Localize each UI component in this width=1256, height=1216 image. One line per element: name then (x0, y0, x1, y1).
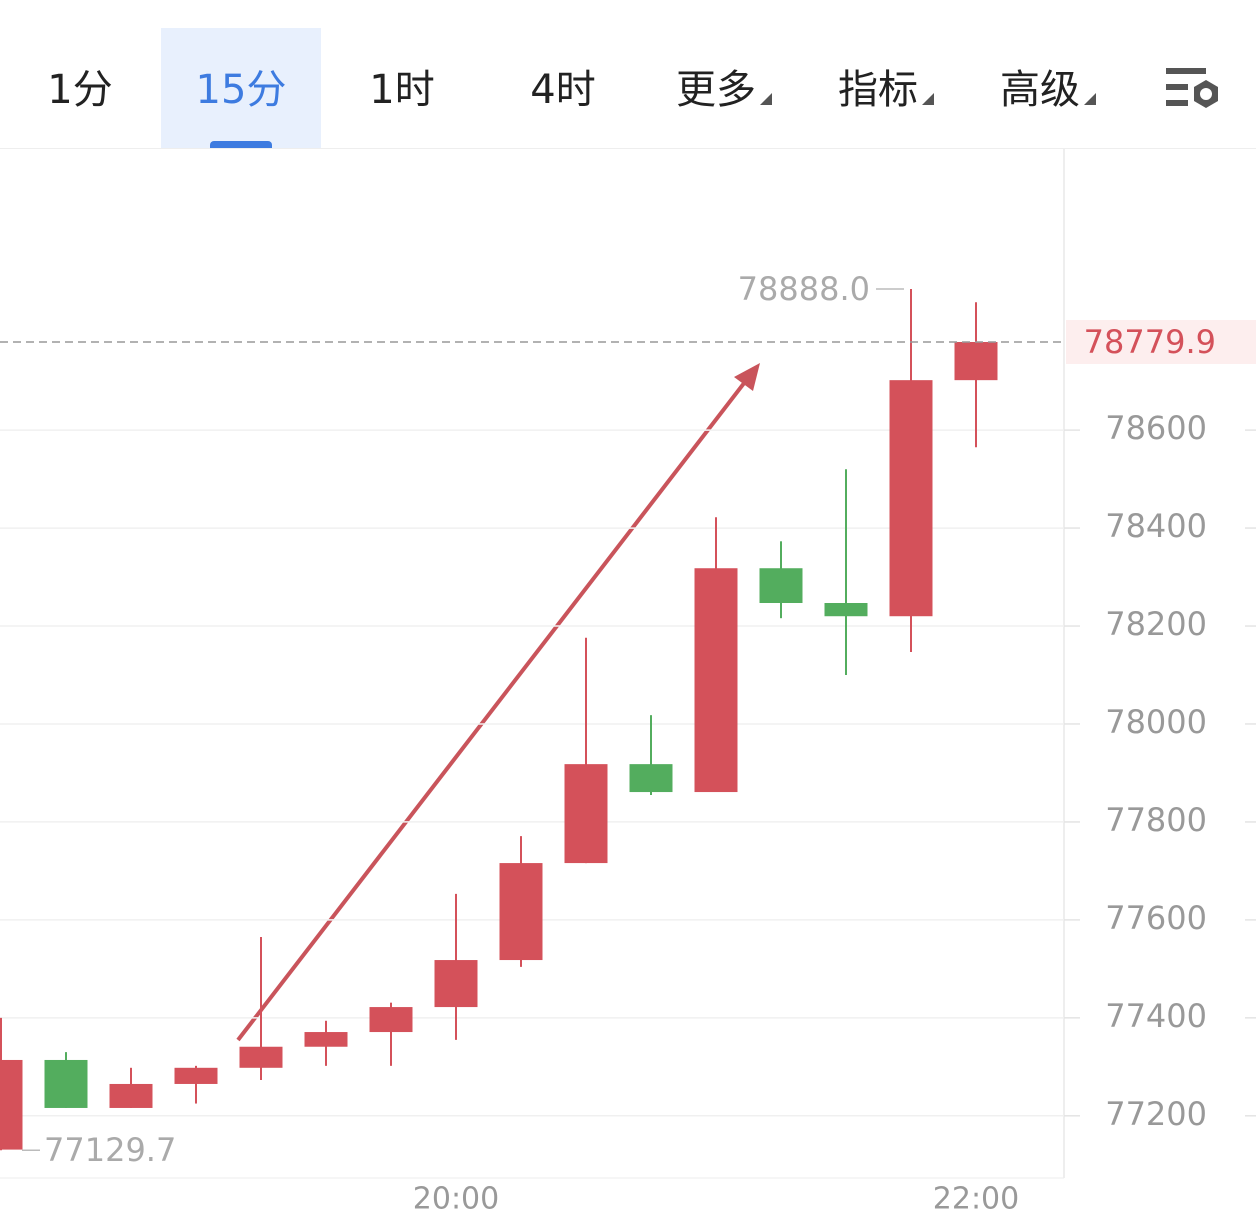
tab[interactable]: 高级 (968, 28, 1128, 148)
candle-body (694, 568, 738, 793)
candle-body (954, 342, 998, 381)
y-tick-label: 77400 (1105, 997, 1207, 1035)
candle-body (369, 1007, 413, 1033)
tab[interactable]: 1分 (47, 67, 113, 113)
y-tick-label: 77200 (1105, 1095, 1207, 1133)
dropdown-caret (922, 93, 934, 105)
y-tick-label: 78200 (1105, 605, 1207, 643)
y-tick-label: 78400 (1105, 507, 1207, 545)
trend-arrow (236, 363, 760, 1042)
tab[interactable]: 更多 (644, 28, 804, 148)
tab[interactable]: 15分 (161, 28, 321, 148)
y-tick-label: 78000 (1105, 703, 1207, 741)
x-tick-label: 20:00 (413, 1182, 499, 1216)
candle-body (174, 1067, 218, 1084)
tab[interactable]: 1时 (369, 67, 435, 113)
candle-body (564, 764, 608, 864)
max-label: 78888.0 (738, 270, 870, 308)
candle-body (889, 380, 933, 617)
x-tick-label: 22:00 (933, 1182, 1019, 1216)
candle-body (434, 960, 478, 1008)
tab[interactable]: 指标 (806, 28, 966, 148)
y-tick-label: 77600 (1105, 899, 1207, 937)
last-price-label: 78779.9 (1084, 323, 1216, 361)
y-tick-label: 77800 (1105, 801, 1207, 839)
candle-body (44, 1059, 88, 1108)
min-label: 77129.7 (44, 1131, 176, 1169)
candle-body (304, 1032, 348, 1047)
y-tick-label: 78600 (1105, 409, 1207, 447)
candle-body (0, 1059, 23, 1150)
tab[interactable]: 4时 (530, 67, 596, 113)
candle-body (759, 568, 803, 604)
tab-bar: 1分 15分 1时 4时 更多 指标 高级 (0, 0, 1256, 149)
candle-body (824, 603, 868, 617)
candle-body (629, 764, 673, 793)
last-price-box (1066, 320, 1256, 365)
candle-body (109, 1083, 153, 1108)
settings-icon[interactable] (1164, 66, 1224, 116)
candle-body (239, 1046, 283, 1068)
dropdown-caret (1084, 93, 1096, 105)
candle-body (499, 863, 543, 961)
dropdown-caret (760, 93, 772, 105)
